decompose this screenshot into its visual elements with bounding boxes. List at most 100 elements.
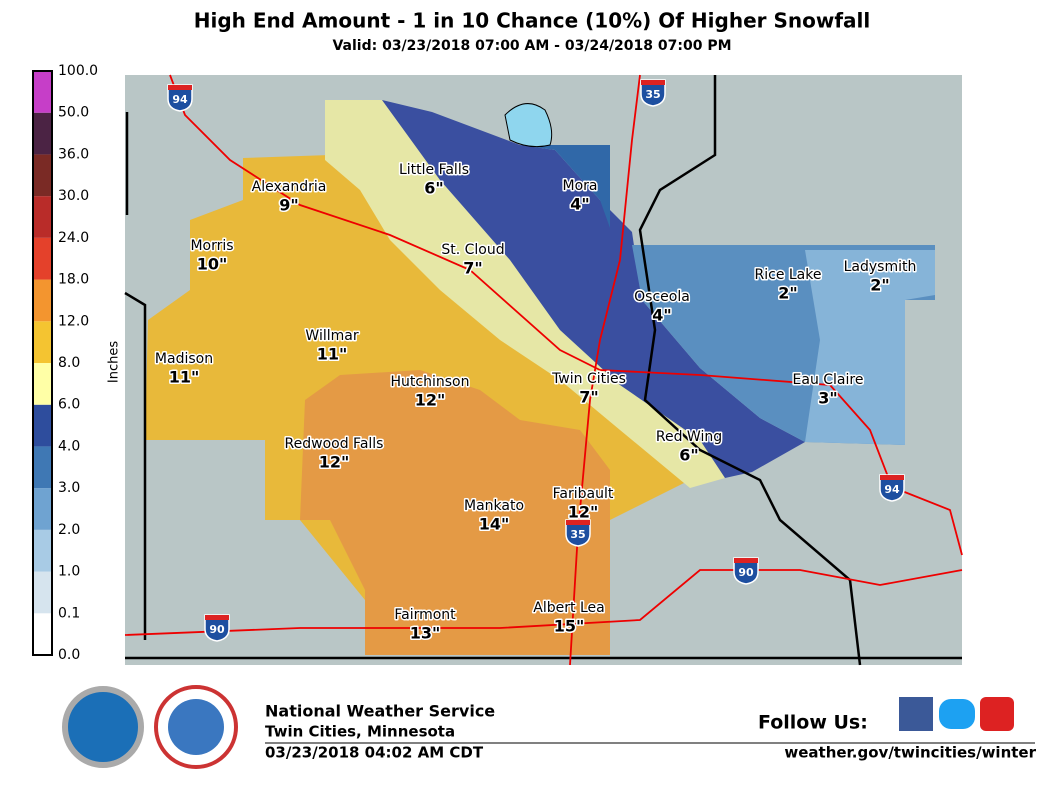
shield-top (641, 80, 665, 85)
legend-tick: 100.0 (58, 63, 98, 79)
legend-tick: 12.0 (58, 313, 89, 329)
legend-tick: 30.0 (58, 188, 89, 204)
legend-tick: 6.0 (58, 397, 80, 413)
legend-tick: 24.0 (58, 230, 89, 246)
title: High End Amount - 1 in 10 Chance (10%) O… (194, 9, 870, 33)
city-amount: 10" (197, 255, 228, 274)
city-name: Little Falls (399, 162, 469, 178)
city-amount: 2" (870, 276, 889, 295)
city-name: Hutchinson (391, 374, 470, 390)
legend-tick: 1.0 (58, 564, 80, 580)
legend-tick: 4.0 (58, 438, 80, 454)
legend-tick: 3.0 (58, 480, 80, 496)
twitter-icon[interactable] (939, 699, 975, 729)
legend-band (33, 112, 52, 155)
city-amount: 3" (818, 389, 837, 408)
city-name: Mora (563, 178, 598, 194)
shield-top (205, 615, 229, 620)
legend-band (33, 154, 52, 197)
legend-band (33, 71, 52, 113)
legend-band (33, 196, 52, 238)
legend-band (33, 321, 52, 363)
city-amount: 4" (570, 195, 589, 214)
city-amount: 11" (169, 368, 200, 387)
noaa-logo (62, 686, 144, 768)
city-amount: 6" (424, 179, 443, 198)
city-amount: 11" (317, 345, 348, 364)
city-amount: 4" (652, 306, 671, 325)
city-name: Alexandria (252, 179, 327, 195)
city-name: Willmar (305, 328, 358, 344)
shield (733, 557, 759, 585)
shield-top (566, 520, 590, 525)
shield (167, 84, 193, 112)
shield-number: 90 (738, 566, 754, 579)
shield (879, 474, 905, 502)
legend-frame (32, 70, 53, 656)
legend-band (33, 488, 52, 530)
city-name: Morris (190, 238, 233, 254)
shield (204, 614, 230, 642)
city-name: Fairmont (394, 607, 456, 623)
city-name: Albert Lea (533, 600, 604, 616)
city-amount: 7" (579, 388, 598, 407)
legend-tick: 8.0 (58, 355, 80, 371)
shield-number: 94 (172, 93, 188, 106)
city-name: Ladysmith (844, 259, 917, 275)
footer: National Weather Service Twin Cities, Mi… (62, 685, 1037, 769)
city-amount: 9" (279, 196, 298, 215)
org: National Weather Service (265, 702, 495, 721)
legend-band (33, 279, 52, 322)
shield-number: 90 (209, 623, 225, 636)
legend-band (33, 529, 52, 572)
city-amount: 2" (778, 284, 797, 303)
facebook-icon[interactable] (899, 697, 933, 731)
shield (640, 79, 666, 107)
url[interactable]: weather.gov/twincities/winter (784, 744, 1036, 762)
shield (565, 519, 591, 547)
legend-band (33, 363, 52, 405)
legend-band (33, 613, 52, 655)
office: Twin Cities, Minnesota (265, 723, 455, 741)
city-amount: 6" (679, 446, 698, 465)
youtube-icon[interactable] (980, 697, 1014, 731)
legend-tick: 2.0 (58, 522, 80, 538)
city-amount: 15" (554, 617, 585, 636)
city-name: Osceola (634, 289, 690, 305)
legend: Inches (107, 341, 122, 383)
follow: Follow Us: (758, 712, 868, 734)
city-name: Twin Cities (551, 371, 626, 387)
shield-top (734, 558, 758, 563)
legend-tick: 0.0 (58, 647, 80, 663)
shield-top (880, 475, 904, 480)
shield-top (168, 85, 192, 90)
shield-number: 94 (884, 483, 900, 496)
legend-tick: 36.0 (58, 146, 89, 162)
legend-band (33, 404, 52, 447)
shield-number: 35 (645, 88, 660, 101)
legend-band (33, 237, 52, 280)
legend-tick: 18.0 (58, 272, 89, 288)
city-amount: 7" (463, 259, 482, 278)
legend-band (33, 446, 52, 489)
city-amount: 13" (410, 624, 441, 643)
city-name: Madison (155, 351, 213, 367)
map (124, 74, 963, 666)
city-name: St. Cloud (441, 242, 504, 258)
city-name: Faribault (553, 486, 614, 502)
nws-logo-inner (168, 699, 224, 755)
city-amount: 12" (319, 453, 350, 472)
city-name: Rice Lake (755, 267, 822, 283)
city-amount: 14" (479, 515, 510, 534)
subtitle: Valid: 03/23/2018 07:00 AM - 03/24/2018 … (332, 38, 731, 54)
legend-tick: 0.1 (58, 605, 80, 621)
city-name: Redwood Falls (285, 436, 384, 452)
city-name: Eau Claire (793, 372, 864, 388)
city-amount: 12" (415, 391, 446, 410)
legend-tick: 50.0 (58, 105, 89, 121)
shield-number: 35 (570, 528, 585, 541)
city-name: Mankato (464, 498, 524, 514)
legend-band (33, 571, 52, 614)
issued: 03/23/2018 04:02 AM CDT (265, 744, 484, 762)
